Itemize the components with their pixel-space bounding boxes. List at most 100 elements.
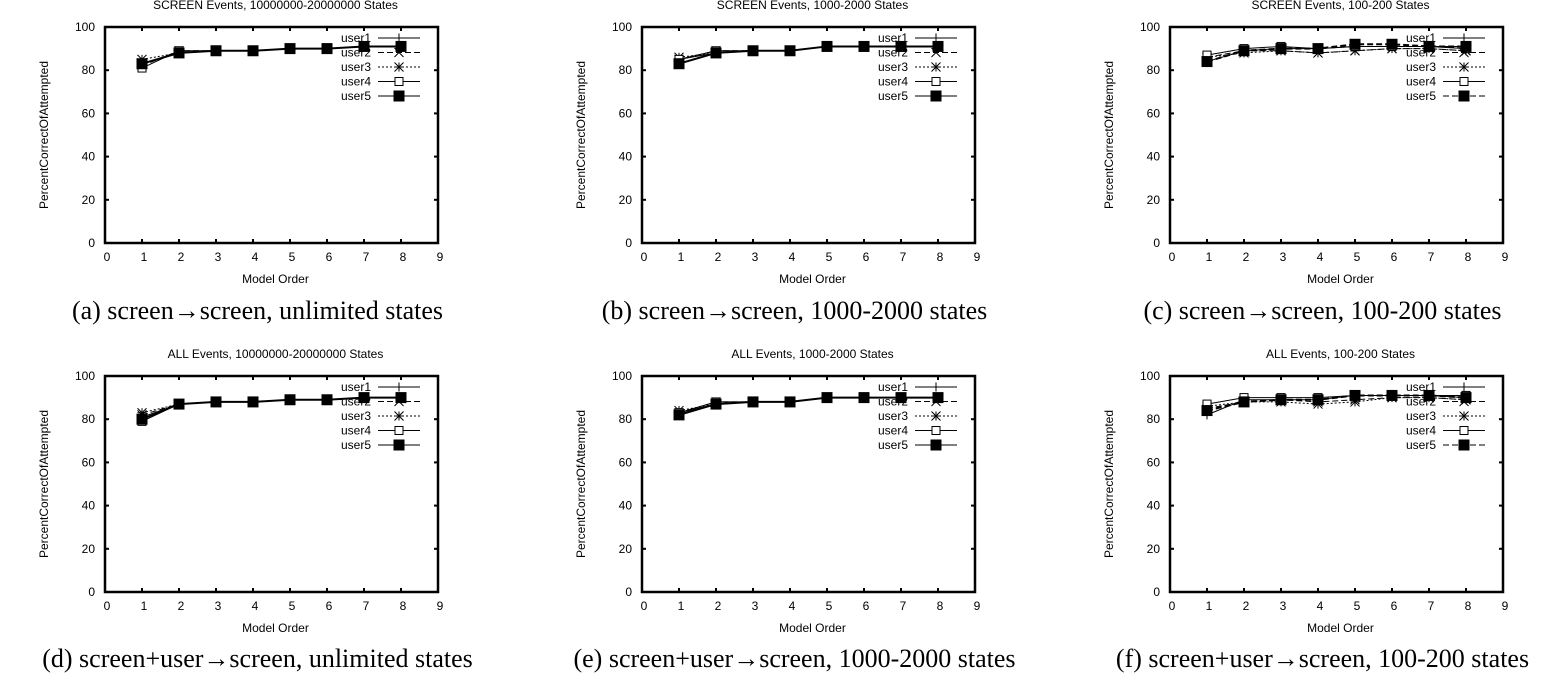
- y-tick-label: 100: [75, 20, 95, 34]
- y-tick-label: 80: [619, 63, 633, 77]
- plus-marker-icon: [394, 382, 404, 392]
- series-user5: [1201, 38, 1472, 68]
- y-tick-label: 20: [1147, 542, 1161, 556]
- x-tick-label: 3: [215, 250, 222, 264]
- x-tick-label: 9: [974, 599, 981, 613]
- x-tick-label: 7: [363, 599, 370, 613]
- line-chart-b: SCREEN Events, 1000-2000 States020406080…: [574, 0, 981, 286]
- plot-frame: [103, 374, 440, 594]
- filled-square-marker-icon: [210, 396, 222, 408]
- star-marker-icon: [1459, 411, 1469, 421]
- filled-square-marker-icon: [1460, 40, 1472, 52]
- x-tick-label: 6: [863, 599, 870, 613]
- filled-square-marker-icon: [821, 392, 833, 404]
- filled-square-marker-icon: [1386, 389, 1398, 401]
- legend-label: user4: [341, 75, 371, 89]
- plot-frame: [640, 374, 977, 594]
- star-marker-icon: [394, 411, 404, 421]
- filled-square-marker-icon: [321, 43, 333, 55]
- open-square-marker-icon: [1459, 77, 1469, 86]
- y-tick-label: 80: [82, 63, 96, 77]
- x-axis-label: Model Order: [779, 272, 846, 286]
- x-tick-label: 3: [752, 599, 759, 613]
- filled-square-marker-icon: [1312, 43, 1324, 55]
- panel-caption: (f) screen+user→screen, 100-200 states: [1115, 644, 1530, 673]
- filled-square-marker-icon: [1312, 394, 1324, 406]
- y-tick-label: 20: [619, 193, 633, 207]
- x-tick-label: 6: [863, 250, 870, 264]
- filled-square-marker-icon: [710, 398, 722, 410]
- y-axis-label: PercentCorrectOfAttempted: [1102, 61, 1116, 209]
- filled-square-marker-icon: [395, 40, 407, 52]
- line-chart-f: ALL Events, 100-200 States 0 20 40 60 80 100 0 1…: [1102, 347, 1509, 635]
- open-square-marker-icon: [931, 77, 941, 86]
- filled-square-marker-icon: [358, 392, 370, 404]
- y-tick-label: 20: [82, 542, 96, 556]
- y-tick-label: 20: [619, 542, 633, 556]
- x-tick-label: 0: [1169, 599, 1176, 613]
- legend-label: user3: [1406, 409, 1436, 423]
- x-tick-label: 3: [1280, 599, 1287, 613]
- panel-caption: (b) screen→screen, 1000-2000 states: [601, 296, 988, 325]
- x-tick-label: 2: [715, 250, 722, 264]
- filled-square-marker-icon: [173, 47, 185, 59]
- x-tick-label: 5: [1354, 250, 1361, 264]
- y-tick-label: 0: [625, 585, 632, 599]
- filled-square-marker-icon: [930, 439, 942, 451]
- legend-label: user5: [1406, 89, 1436, 103]
- x-axis-label: Model Order: [1307, 272, 1374, 286]
- filled-square-marker-icon: [136, 58, 148, 70]
- y-axis-label: PercentCorrectOfAttempted: [574, 61, 588, 209]
- open-square-marker-icon: [394, 426, 404, 435]
- legend-label: user3: [341, 60, 371, 74]
- panel-b: SCREEN Events, 1000-2000 States 0 20 40 60 80…: [537, 0, 1052, 338]
- y-tick-label: 60: [619, 455, 633, 469]
- y-tick-label: 40: [1147, 150, 1161, 164]
- filled-square-marker-icon: [1275, 394, 1287, 406]
- y-tick-label: 60: [82, 106, 96, 120]
- x-tick-label: 3: [215, 599, 222, 613]
- legend-label: user5: [878, 438, 908, 452]
- x-tick-label: 7: [1428, 599, 1435, 613]
- star-marker-icon: [1459, 62, 1469, 72]
- x-tick-label: 8: [400, 250, 407, 264]
- filled-square-marker-icon: [173, 398, 185, 410]
- x-axis-label: Model Order: [242, 621, 309, 635]
- open-square-marker-icon: [931, 426, 941, 435]
- series-user5: [1201, 389, 1472, 417]
- legend-label: user1: [341, 31, 371, 45]
- y-tick-label: 40: [82, 499, 96, 513]
- panel-c: SCREEN Events, 100-200 States 0 20 40 60 80 10…: [1065, 0, 1547, 338]
- legend-label: user4: [1406, 75, 1436, 89]
- y-tick-label: 40: [1147, 499, 1161, 513]
- x-tick-label: 7: [900, 599, 907, 613]
- y-tick-label: 0: [1153, 236, 1160, 250]
- x-tick-label: 9: [437, 599, 444, 613]
- chart-title: SCREEN Events, 100-200 States: [1251, 0, 1429, 12]
- x-marker-icon: [394, 396, 404, 407]
- x-tick-label: 1: [1206, 250, 1213, 264]
- x-tick-label: 6: [1391, 599, 1398, 613]
- chart-title: ALL Events, 100-200 States: [1266, 347, 1415, 361]
- x-tick-label: 0: [641, 599, 648, 613]
- legend-label: user1: [341, 380, 371, 394]
- legend-label: user1: [1406, 380, 1436, 394]
- open-square-marker-icon: [394, 77, 404, 86]
- x-tick-label: 2: [178, 250, 185, 264]
- x-marker-icon: [931, 47, 941, 58]
- y-tick-label: 60: [82, 455, 96, 469]
- x-tick-label: 3: [752, 250, 759, 264]
- x-tick-label: 5: [826, 599, 833, 613]
- x-tick-label: 5: [289, 250, 296, 264]
- series-user5: [136, 40, 407, 70]
- line-chart-d: ALL Events, 10000000-20000000 States0204…: [37, 347, 444, 635]
- filled-square-marker-icon: [1458, 439, 1470, 451]
- x-tick-label: 8: [1465, 599, 1472, 613]
- legend-label: user5: [1406, 438, 1436, 452]
- legend-label: user3: [878, 60, 908, 74]
- filled-square-marker-icon: [673, 58, 685, 70]
- x-tick-label: 7: [900, 250, 907, 264]
- plus-marker-icon: [931, 33, 941, 43]
- filled-square-marker-icon: [1386, 38, 1398, 50]
- filled-square-marker-icon: [895, 392, 907, 404]
